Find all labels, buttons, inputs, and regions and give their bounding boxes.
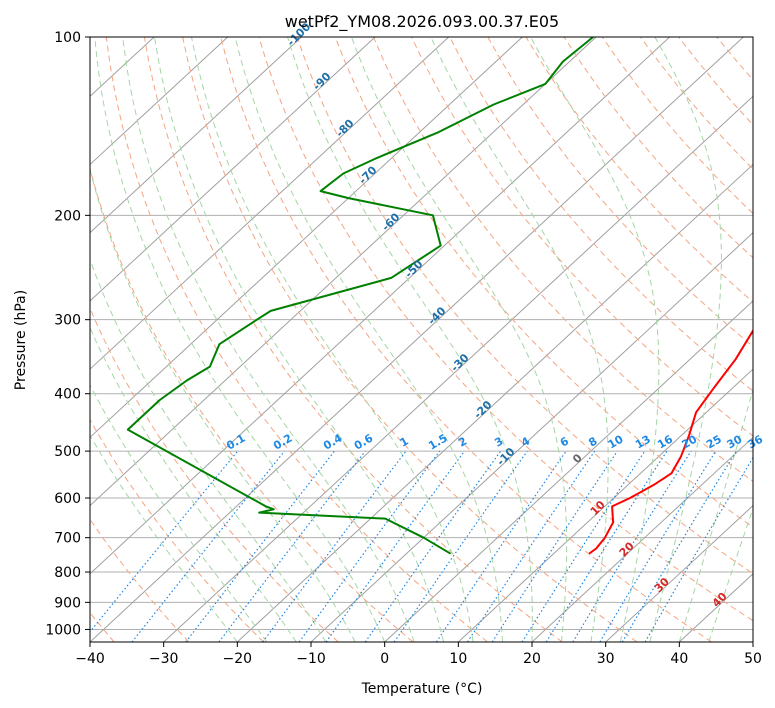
plot-area (90, 37, 753, 642)
dry-adiabat-line (449, 37, 753, 392)
mixing-ratio-line (131, 450, 286, 642)
isotherm-line (90, 37, 376, 302)
mixing-ratio-line (298, 450, 441, 642)
moist-adiabat-line (234, 37, 503, 642)
y-tick-label: 600 (54, 491, 81, 507)
dry-adiabat-line (258, 37, 753, 622)
moist-adiabat-line (649, 37, 722, 642)
plot-frame (89, 36, 754, 643)
x-tick-label: 20 (523, 651, 541, 667)
x-tick-label: 40 (670, 651, 688, 667)
isotherm-line (163, 95, 753, 642)
y-tick-label: 400 (54, 387, 81, 403)
mixing-ratio-line (393, 450, 528, 642)
y-tick-label: 500 (54, 444, 81, 460)
mixing-ratio-line (521, 450, 646, 642)
isotherm-line (90, 37, 302, 234)
y-tick-label: 300 (54, 313, 81, 329)
y-axis-label: Pressure (hPa) (13, 290, 29, 390)
mixing-ratio-line (262, 450, 407, 642)
y-tick-label: 1000 (45, 622, 81, 638)
mixing-ratio-line (491, 450, 618, 642)
x-tick-label: 50 (744, 651, 762, 667)
moist-adiabat-line (154, 37, 445, 642)
y-tick-label: 800 (54, 565, 81, 581)
dry-adiabat-line (334, 37, 753, 528)
dry-adiabat-line (296, 37, 753, 575)
dry-adiabat-line (755, 37, 775, 642)
moist-adiabat-line (122, 37, 415, 642)
moist-adiabat-line (708, 506, 753, 642)
dry-adiabat-line (525, 37, 753, 303)
isotherm-line (90, 37, 450, 370)
isotherm-line (90, 37, 671, 575)
x-tick-label: 0 (380, 651, 389, 667)
isotherm-line (0, 37, 7, 642)
moist-adiabat-line (90, 326, 297, 642)
dry-adiabat-line (220, 37, 712, 642)
isotherm-line (457, 368, 753, 642)
mixing-ratio-line (435, 450, 567, 642)
moist-adiabat-line (430, 37, 609, 642)
isotherm-line (531, 436, 753, 642)
isotherm-line (752, 641, 753, 642)
mixing-ratio-line (218, 450, 366, 642)
dry-adiabat-line (411, 37, 753, 437)
mixing-ratio-line (364, 450, 502, 642)
isotherm-line (90, 37, 229, 166)
isotherm-line (90, 37, 523, 439)
mixing-ratio-line (325, 450, 465, 642)
moist-adiabat-line (90, 383, 268, 642)
y-tick-label: 200 (54, 208, 81, 224)
dry-adiabat-line (487, 37, 753, 348)
moist-adiabat-line (351, 37, 568, 642)
chart-title: wetPf2_YM08.2026.093.00.37.E05 (285, 12, 559, 32)
moist-adiabat-line (678, 387, 753, 642)
isotherm-line (90, 37, 597, 507)
moist-adiabat-line (191, 37, 474, 642)
mixing-ratio-line (90, 450, 239, 633)
dry-adiabat-line (372, 37, 753, 482)
y-tick-label: 900 (54, 595, 81, 611)
dry-adiabat-line (90, 418, 264, 642)
dewpoint-profile-line (126, 37, 594, 555)
isotherm-line (236, 163, 753, 642)
dry-adiabat-line (90, 166, 414, 642)
isotherm-line (384, 300, 753, 642)
moist-adiabat-line (90, 434, 238, 642)
isotherm-line (90, 37, 744, 642)
isotherm-line (605, 504, 753, 642)
x-tick-label: −10 (296, 651, 326, 667)
moist-adiabat-line (94, 37, 386, 642)
x-tick-label: −30 (149, 651, 179, 667)
moist-adiabat-line (90, 258, 327, 642)
x-tick-label: 10 (449, 651, 467, 667)
mixing-ratio-line (599, 450, 717, 642)
x-tick-label: 30 (597, 651, 615, 667)
x-tick-label: −20 (223, 651, 253, 667)
x-tick-label: −40 (75, 651, 105, 667)
mixing-ratio-line (572, 450, 692, 642)
moist-adiabat-line (530, 37, 660, 642)
moist-adiabat-line (287, 37, 533, 642)
dry-adiabat-line (143, 37, 563, 642)
x-axis-label: Temperature (°C) (361, 681, 483, 697)
y-tick-label: 100 (54, 30, 81, 46)
dry-adiabat-line (182, 37, 638, 642)
temperature-profile-line (588, 328, 753, 555)
y-tick-label: 700 (54, 531, 81, 547)
mixing-ratio-line (466, 450, 596, 642)
